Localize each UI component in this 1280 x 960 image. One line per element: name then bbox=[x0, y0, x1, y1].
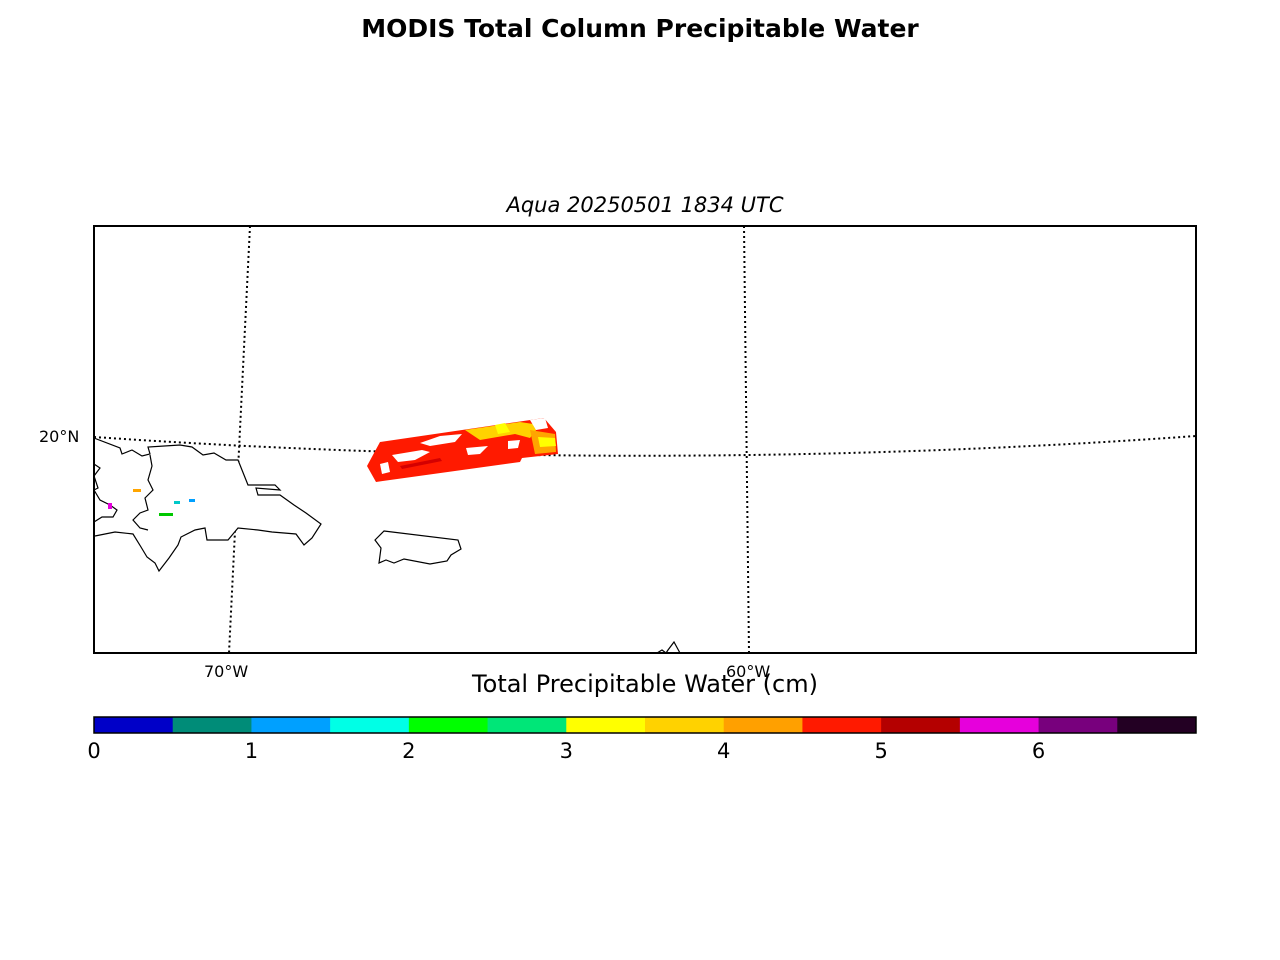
pixel-cluster-2 bbox=[133, 489, 141, 492]
pixel-cluster-5 bbox=[108, 503, 112, 509]
colorbar-label: Total Precipitable Water (cm) bbox=[472, 670, 818, 698]
colorbar-tick-label: 1 bbox=[244, 739, 259, 763]
colorbar-bin-11 bbox=[959, 717, 1040, 733]
colorbar-tick-label: 0 bbox=[87, 739, 101, 763]
colorbar bbox=[93, 716, 1197, 734]
data-swath bbox=[367, 418, 558, 482]
colorbar-bin-5 bbox=[487, 717, 567, 733]
swath-gap-2 bbox=[420, 434, 462, 446]
parallel-20n bbox=[94, 435, 1196, 457]
swath-dark-streak bbox=[400, 458, 442, 469]
swath-gap-4 bbox=[508, 440, 520, 449]
colorbar-bin-3 bbox=[330, 717, 410, 733]
meridian-70w bbox=[228, 226, 251, 653]
colorbar-bin-6 bbox=[566, 717, 646, 733]
coastline-hispaniola-interior bbox=[132, 454, 154, 531]
chart-title: MODIS Total Column Precipitable Water bbox=[361, 14, 919, 43]
colorbar-bin-0 bbox=[94, 717, 174, 733]
lon-label-60w: 60°W bbox=[726, 662, 771, 681]
colorbar-tick-label: 5 bbox=[874, 739, 888, 763]
colorbar-bin-7 bbox=[645, 717, 725, 733]
lon-label-70w: 70°W bbox=[204, 662, 249, 681]
colorbar-bin-9 bbox=[802, 717, 882, 733]
colorbar-bin-2 bbox=[251, 717, 331, 733]
colorbar-tick-label: 3 bbox=[559, 739, 573, 763]
swath-gap-3 bbox=[466, 446, 488, 455]
colorbar-bin-10 bbox=[881, 717, 961, 733]
pixel-cluster-4 bbox=[189, 499, 195, 502]
colorbar-bin-1 bbox=[172, 717, 252, 733]
coastline-puerto-rico bbox=[374, 530, 462, 565]
meridian-60w bbox=[743, 226, 750, 653]
map-frame bbox=[93, 225, 1197, 654]
colorbar-tick-label: 4 bbox=[717, 739, 731, 763]
colorbar-bin-13 bbox=[1117, 717, 1197, 733]
pixel-cluster-1 bbox=[159, 513, 173, 516]
colorbar-bin-4 bbox=[408, 717, 489, 733]
pixel-cluster-3 bbox=[174, 501, 180, 504]
coastline-hispaniola bbox=[94, 437, 322, 573]
map-figure bbox=[93, 225, 1197, 654]
colorbar-bin-12 bbox=[1038, 717, 1118, 733]
swath-yellow-patch bbox=[495, 423, 510, 434]
colorbar-tick-label: 6 bbox=[1031, 739, 1046, 763]
chart-subtitle: Aqua 20250501 1834 UTC bbox=[506, 193, 784, 217]
lat-label-20n: 20°N bbox=[39, 427, 80, 446]
swath-gap-5 bbox=[530, 418, 548, 430]
colorbar-frame bbox=[93, 716, 1197, 734]
coastline-haiti-north bbox=[94, 463, 118, 523]
swath-yellow-east bbox=[538, 437, 556, 447]
colorbar-bin-8 bbox=[723, 717, 803, 733]
colorbar-tick-label: 2 bbox=[402, 739, 416, 763]
swath-gap-1 bbox=[392, 450, 430, 462]
swath-gap-6 bbox=[380, 462, 390, 474]
coastline-guadeloupe bbox=[656, 640, 681, 653]
